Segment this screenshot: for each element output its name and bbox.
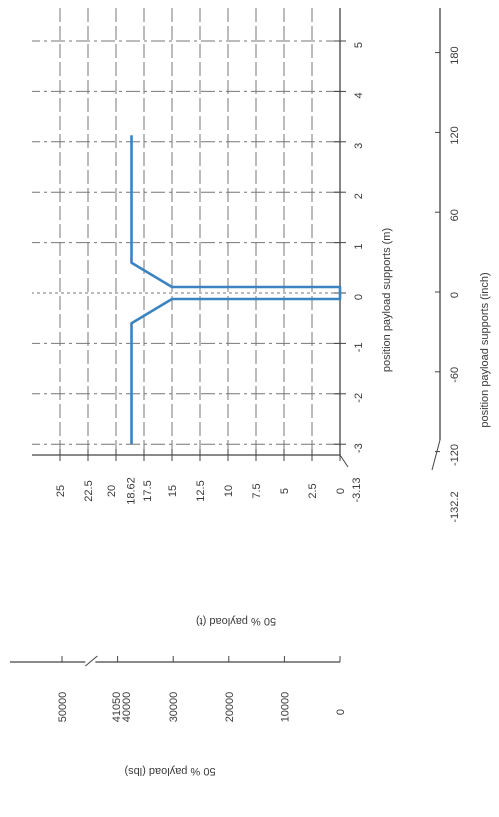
tick-label-inch: 0 — [449, 292, 461, 298]
tick-label-lbs: 40000 — [121, 692, 133, 723]
tick-label-position: -1 — [353, 343, 365, 353]
tick-label-position: 4 — [353, 92, 365, 98]
series-line — [130, 135, 342, 445]
tick-label-inch: -132.2 — [449, 491, 461, 522]
tick-label-payload: 10 — [223, 485, 235, 497]
tick-label-inch: 60 — [449, 209, 461, 221]
x2-axis-label: position payload supports (inch) — [479, 272, 491, 427]
y-axis-label: 50 % payload (t) — [196, 615, 276, 627]
tick-label-lbs: 50000 — [57, 692, 69, 723]
tick-label-position: 2 — [353, 193, 365, 199]
inch-axis-break — [431, 439, 441, 471]
tick-label-lbs: 0 — [335, 709, 347, 715]
tick-label-position: 1 — [353, 244, 365, 250]
tick-label-payload: 15 — [167, 485, 179, 497]
origin-break-line — [339, 454, 349, 468]
tick-label-lbs: 30000 — [168, 692, 180, 723]
tick-label-payload: 0 — [335, 488, 347, 494]
grid-lines — [32, 8, 340, 455]
origin-label: -3.13 — [351, 477, 363, 502]
tick-label-lbs: 10000 — [279, 692, 291, 723]
tick-label-inch: -120 — [449, 444, 461, 466]
tick-label-position: -2 — [353, 393, 365, 403]
y2-axis-label: 50 % payload (lbs) — [124, 765, 215, 777]
lbs-axis-break — [85, 655, 98, 667]
tick-label-payload: 25 — [55, 485, 67, 497]
tick-label-payload: 17.5 — [142, 480, 154, 501]
tick-label-payload: 12.5 — [195, 480, 207, 501]
tick-label-payload: 22.5 — [83, 480, 95, 501]
x-axis-label: position payload supports (m) — [381, 228, 393, 372]
tick-marks — [59, 40, 440, 662]
tick-labels: -3 -2 -1 0 1 2 3 4 5 0 2.5 5 7.5 10 12.5 15 17.5 18.62 20 2… — [55, 42, 461, 722]
data-series — [130, 135, 342, 445]
tick-label-position: 5 — [353, 42, 365, 48]
tick-label-position: -3 — [353, 443, 365, 453]
tick-label-position: 0 — [353, 294, 365, 300]
tick-label-payload: 20 — [106, 485, 118, 497]
tick-label-lbs: 20000 — [224, 692, 236, 723]
tick-label-payload: 5 — [279, 488, 291, 494]
tick-label-payload: 2.5 — [307, 483, 319, 498]
tick-label-payload: 7.5 — [251, 483, 263, 498]
axes — [10, 8, 441, 667]
tick-label-inch: 120 — [449, 126, 461, 144]
tick-label-position: 3 — [353, 143, 365, 149]
tick-label-inch: 180 — [449, 46, 461, 64]
tick-label-inch: -60 — [449, 367, 461, 383]
tick-label-lbs: 41050 — [111, 692, 123, 723]
tick-label-payload: 18.62 — [125, 477, 137, 505]
